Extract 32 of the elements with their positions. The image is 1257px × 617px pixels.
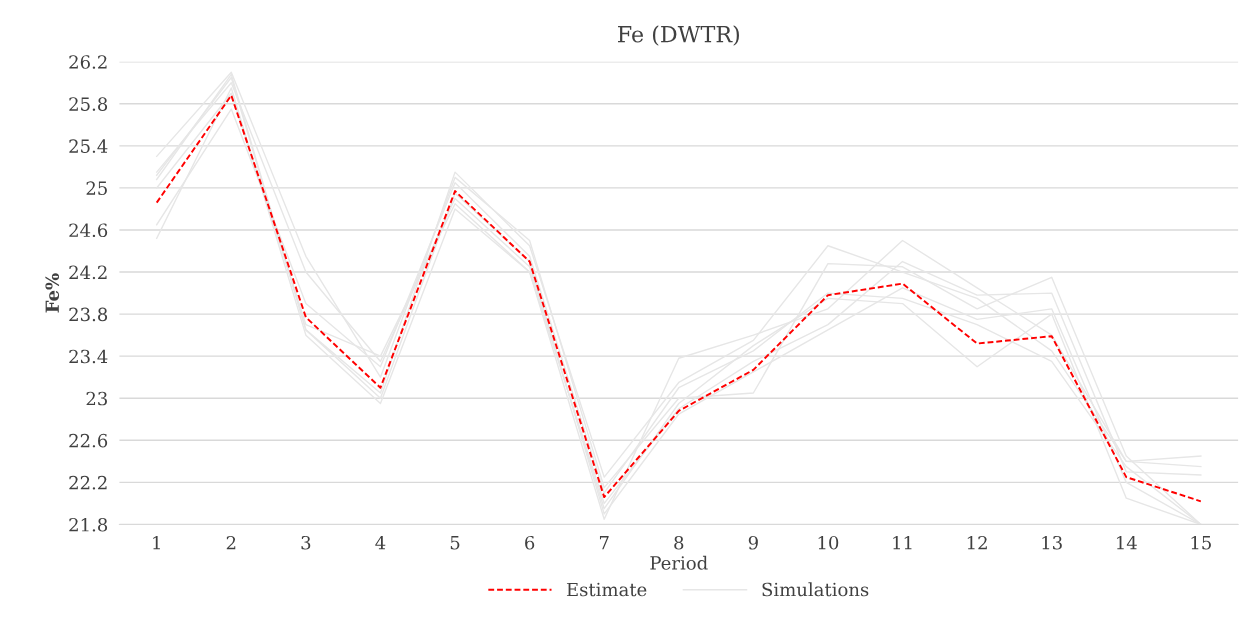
x-tick-label: 7	[599, 536, 609, 550]
y-tick-label: 26.2	[69, 55, 107, 69]
y-axis-title: Fe%	[45, 273, 60, 313]
y-tick-label: 24.2	[69, 265, 107, 280]
x-tick-label: 6	[525, 535, 535, 550]
x-tick-label: 14	[1116, 535, 1137, 550]
x-axis-title: Period	[650, 555, 708, 570]
x-tick-label: 4	[375, 535, 386, 550]
x-tick-label: 13	[1042, 535, 1062, 550]
x-tick-label: 1	[153, 535, 160, 550]
y-tick-label: 22.6	[69, 433, 108, 448]
y-tick-label: 23.8	[69, 307, 108, 322]
x-tick-label: 8	[674, 535, 684, 550]
y-tick-label: 25.8	[69, 97, 108, 111]
y-tick-label: 23	[86, 391, 107, 406]
x-tick-label: 10	[818, 535, 839, 550]
legend-label: Estimate	[566, 582, 647, 597]
y-tick-label: 24.6	[69, 223, 108, 238]
y-tick-label: 25.4	[69, 139, 108, 153]
y-tick-label: 21.8	[69, 517, 108, 532]
legend-label: Simulations	[762, 582, 869, 597]
y-tick-label: 23.4	[69, 349, 108, 364]
x-tick-label: 9	[748, 535, 758, 550]
x-tick-label: 5	[450, 536, 460, 550]
y-tick-label: 22.2	[69, 475, 107, 490]
y-tick-label: 25	[86, 181, 107, 196]
x-tick-label: 3	[301, 535, 311, 550]
x-tick-label: 15	[1191, 535, 1211, 550]
x-tick-label: 11	[893, 535, 912, 550]
x-tick-label: 12	[967, 535, 987, 550]
x-tick-label: 2	[226, 535, 236, 550]
chart-title: Fe (DWTR)	[618, 25, 739, 46]
